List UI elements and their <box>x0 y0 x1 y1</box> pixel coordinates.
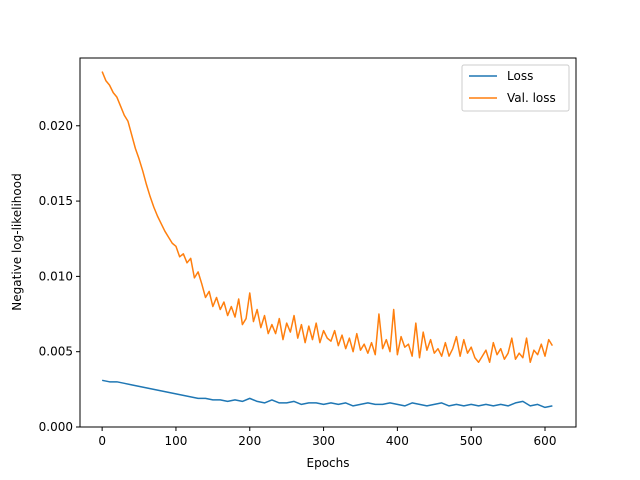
y-axis-label: Negative log-likelihood <box>10 173 24 310</box>
x-tick-label: 200 <box>238 434 261 448</box>
legend-label-loss: Loss <box>507 69 533 83</box>
x-tick-label: 500 <box>460 434 483 448</box>
x-axis-label: Epochs <box>307 456 350 470</box>
x-tick-label: 0 <box>98 434 106 448</box>
legend-label-val-loss: Val. loss <box>507 91 556 105</box>
y-tick-label: 0.000 <box>39 420 73 434</box>
series-layer <box>101 71 554 409</box>
legend: Loss Val. loss <box>461 64 570 112</box>
y-axis-ticks: 0.000 0.005 0.010 0.015 0.020 <box>39 119 80 434</box>
x-axis-ticks: 0 100 200 300 400 500 600 <box>98 427 556 448</box>
x-tick-label: 600 <box>534 434 557 448</box>
x-tick-label: 100 <box>164 434 187 448</box>
series-line-loss <box>101 379 553 409</box>
plot-frame <box>79 57 577 428</box>
y-tick-label: 0.015 <box>39 194 73 208</box>
y-tick-label: 0.020 <box>39 119 73 133</box>
x-tick-label: 300 <box>312 434 335 448</box>
series-line-val-loss <box>101 71 554 363</box>
x-tick-label: 400 <box>386 434 409 448</box>
y-tick-label: 0.005 <box>39 345 73 359</box>
y-tick-label: 0.010 <box>39 269 73 283</box>
